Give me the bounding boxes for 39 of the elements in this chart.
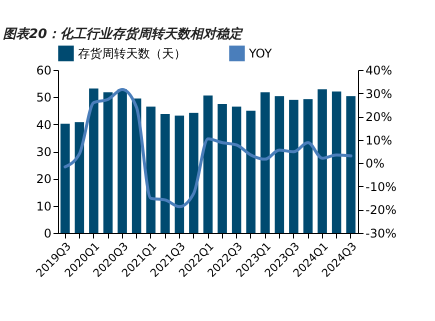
line-series	[64, 88, 352, 208]
y2-tick-label: -10%	[366, 180, 397, 194]
legend-label: 存货周转天数（天）	[78, 46, 186, 60]
bar	[218, 104, 227, 233]
y2-tick-label: 10%	[366, 133, 392, 148]
bar	[60, 124, 70, 233]
bar	[160, 114, 170, 233]
bar	[232, 106, 242, 233]
y-tick-label: 50	[36, 90, 52, 105]
y-tick-label: 30	[36, 145, 52, 159]
bar	[103, 92, 113, 233]
bar	[118, 89, 127, 233]
y-tick-label: 10	[36, 199, 52, 214]
bar	[346, 96, 356, 233]
y2-tick-label: 30%	[366, 86, 392, 101]
bar	[189, 112, 198, 233]
legend-label: YOY	[248, 46, 272, 60]
bar	[260, 92, 270, 233]
chart-title: 图表20：化工行业存货周转天数相对稳定	[3, 26, 244, 42]
bar	[146, 106, 156, 233]
y-tick-label: 60	[36, 64, 52, 78]
bar	[174, 116, 184, 233]
bar	[203, 96, 213, 233]
y-tick-label: 20	[36, 172, 52, 186]
y2-tick-label: 20%	[366, 110, 392, 124]
bar	[318, 89, 327, 233]
y2-tick-label: 0%	[366, 156, 385, 171]
y2-tick-label: -20%	[366, 203, 397, 218]
bar	[332, 91, 342, 233]
bar	[289, 100, 298, 233]
y-tick-label: 0	[44, 226, 52, 240]
bar	[274, 96, 284, 233]
y2-tick-label: 40%	[366, 64, 392, 78]
bar	[246, 110, 256, 233]
bar	[89, 88, 98, 233]
y-tick-label: 40	[36, 118, 52, 132]
bar	[74, 122, 84, 233]
y2-tick-label: -30%	[366, 226, 397, 240]
bar	[303, 99, 313, 233]
